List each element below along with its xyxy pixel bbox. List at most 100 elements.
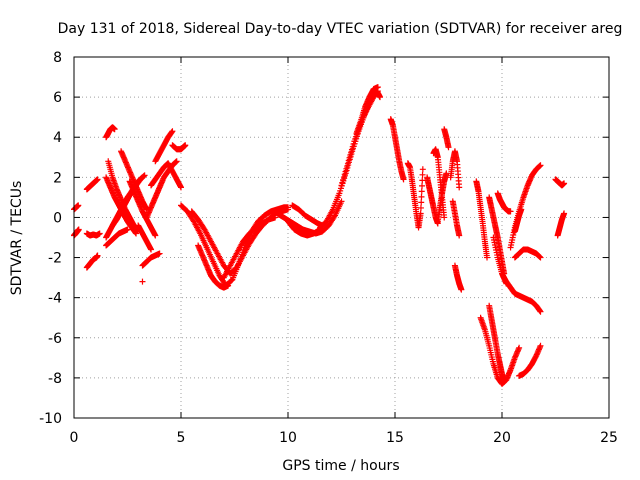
data-point	[344, 160, 351, 167]
data-point	[338, 182, 345, 189]
data-point	[374, 84, 381, 91]
data-point	[139, 278, 146, 285]
data-point	[285, 206, 291, 213]
y-tick-label: 6	[53, 90, 62, 106]
data-point	[342, 168, 349, 175]
data-point	[272, 214, 279, 221]
series-arc-d3	[195, 242, 232, 291]
series-arc-f4	[366, 88, 384, 105]
data-point	[484, 254, 491, 261]
x-tick-label: 10	[279, 430, 297, 446]
y-tick-label: -8	[48, 371, 62, 387]
data-point	[182, 142, 189, 149]
data-point	[169, 128, 176, 135]
data-point	[537, 342, 544, 349]
data-point	[419, 177, 426, 184]
data-point	[124, 226, 131, 233]
data-marks	[71, 84, 568, 387]
series-arc-g9	[451, 262, 465, 293]
series-arc-b1	[103, 124, 118, 141]
series-arc-c1	[139, 250, 163, 269]
data-point	[419, 171, 426, 178]
data-point	[456, 232, 463, 239]
data-point	[225, 282, 232, 289]
data-point	[441, 214, 448, 221]
data-point	[400, 176, 407, 183]
data-point	[133, 230, 140, 237]
data-point	[178, 184, 184, 191]
series-arc-c3	[148, 160, 184, 191]
x-tick-label: 20	[493, 430, 511, 446]
series-arc-i3	[516, 342, 544, 379]
series-arc-g6	[441, 126, 452, 151]
series-arc-h7	[499, 270, 544, 315]
data-point	[346, 154, 353, 161]
data-point	[111, 126, 118, 133]
data-point	[417, 204, 424, 211]
series-arc-a3	[83, 176, 101, 193]
data-point	[139, 174, 146, 181]
x-tick-label: 0	[70, 430, 79, 446]
series-arc-g1	[387, 116, 407, 183]
data-point	[507, 208, 514, 215]
axis-ticks: 0 5 10 15 20 25 -10 -8 -6 -4 -2 0 2 4 6 8	[39, 50, 618, 446]
series-arc-i2	[511, 246, 544, 261]
y-tick-label: -4	[48, 291, 62, 307]
data-point	[561, 210, 568, 217]
chart-title: Day 131 of 2018, Sidereal Day-to-day VTE…	[58, 21, 623, 37]
x-tick-label: 5	[177, 430, 186, 446]
series-arc-h1	[473, 178, 491, 261]
data-point	[340, 174, 347, 181]
series-arc-b2	[105, 158, 142, 233]
data-point	[537, 254, 544, 261]
y-tick-label: 4	[53, 130, 62, 146]
series-arc-b6	[118, 148, 150, 213]
data-point	[347, 152, 354, 159]
data-point	[75, 202, 82, 209]
data-point	[537, 308, 544, 315]
data-point	[148, 246, 155, 253]
series-arc-g8	[449, 198, 463, 239]
data-point	[518, 206, 525, 213]
series-arc-j1	[552, 176, 568, 189]
series-arc-b7	[126, 178, 159, 239]
y-tick-label: -2	[48, 251, 62, 267]
x-tick-label: 25	[600, 430, 618, 446]
data-point	[94, 176, 101, 183]
series-arc-g7	[447, 148, 463, 191]
series-arc-a4	[83, 230, 103, 239]
data-point	[418, 199, 425, 206]
data-point	[516, 344, 523, 351]
data-point	[456, 184, 463, 191]
series-arc-j2	[554, 210, 568, 239]
series-arc-c5	[169, 142, 189, 153]
data-point	[418, 188, 425, 195]
series-arc-i4	[511, 206, 525, 235]
data-point	[96, 230, 103, 237]
data-point	[348, 149, 355, 156]
data-point	[561, 180, 568, 187]
data-point	[343, 165, 350, 172]
data-point	[350, 140, 357, 147]
data-point	[156, 250, 163, 257]
data-point	[501, 378, 508, 385]
data-point	[419, 182, 426, 189]
data-point	[339, 179, 346, 186]
data-point	[349, 143, 356, 150]
data-point	[173, 158, 180, 165]
series-arc-h6	[494, 190, 514, 215]
data-point	[445, 144, 452, 151]
data-point	[152, 232, 159, 239]
data-point	[418, 193, 425, 200]
y-axis-label: SDTVAR / TECUs	[9, 181, 25, 296]
x-axis-label: GPS time / hours	[282, 458, 399, 474]
y-tick-label: 2	[53, 170, 62, 186]
y-tick-label: 0	[53, 210, 62, 226]
data-point	[417, 210, 424, 217]
data-point	[458, 286, 465, 293]
series-arc-b8	[103, 226, 131, 249]
series-arc-a5	[83, 252, 101, 271]
data-point	[419, 166, 426, 173]
